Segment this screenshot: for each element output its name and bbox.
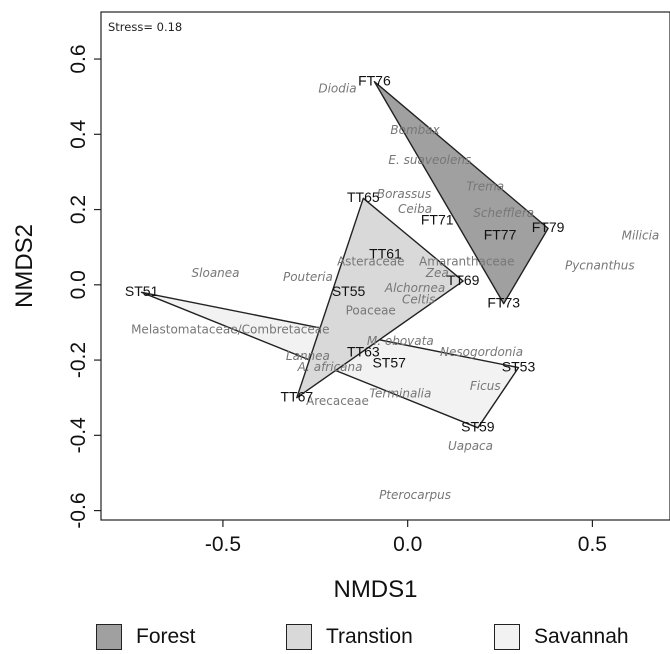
y-tick-label: 0.0: [67, 270, 90, 299]
taxon-label: Asteraceae: [337, 255, 405, 269]
taxon-label: Trema: [466, 179, 504, 193]
taxon-label: Uapaca: [448, 439, 493, 453]
site-label: TT69: [447, 272, 480, 288]
site-label: ST57: [372, 355, 406, 371]
taxon-label: Schefflera: [473, 206, 534, 220]
taxon-label: Diodia: [318, 82, 356, 96]
site-label: TT61: [369, 245, 402, 261]
taxon-label: Ceiba: [398, 202, 432, 216]
site-label: ST55: [332, 283, 366, 299]
site-label: FT76: [358, 72, 391, 88]
x-tick-label: 0.5: [578, 533, 607, 556]
legend-label-forest: Forest: [136, 625, 196, 648]
site-label: TT65: [347, 189, 380, 205]
taxon-label: Arecaceae: [306, 394, 369, 408]
taxon-label: Milicia: [622, 228, 660, 242]
y-tick-label: -0.6: [67, 492, 90, 528]
taxon-label: Pycnanthus: [565, 259, 635, 273]
taxon-label: Lannea: [286, 349, 330, 363]
site-label: ST53: [502, 358, 536, 374]
legend-label-savannah: Savannah: [534, 625, 629, 648]
y-tick-label: 0.2: [67, 195, 90, 224]
site-label: TT63: [347, 343, 380, 359]
taxon-label: Melastomataceae/Combretaceae: [131, 322, 329, 336]
taxon-label: Sloanea: [192, 266, 240, 280]
stress-annotation: Stress= 0.18: [108, 20, 182, 34]
x-tick-label: -0.5: [205, 533, 241, 556]
legend-label-transition: Transtion: [326, 625, 413, 648]
legend-swatch-forest: [96, 624, 122, 650]
site-label: FT79: [532, 219, 565, 235]
taxon-label: E. suaveolens: [388, 153, 471, 167]
hull-forest: [373, 80, 549, 305]
y-tick-label: 0.6: [67, 44, 90, 73]
site-label: ST59: [461, 419, 495, 435]
taxon-label: Pterocarpus: [379, 488, 451, 502]
taxon-label: Ficus: [470, 379, 501, 393]
taxon-label: A. africana: [297, 360, 363, 374]
legend-item-savannah: Savannah: [494, 624, 629, 650]
legend-item-forest: Forest: [96, 624, 196, 650]
taxon-label: Nesogordonia: [440, 345, 523, 359]
x-axis-title: NMDS1: [333, 576, 417, 603]
x-tick-label: 0.0: [393, 533, 422, 556]
y-tick-label: -0.2: [67, 342, 90, 378]
nmds-plot: Stress= 0.18 Diodia Bombax E. suaveolens Tre…: [11, 11, 670, 603]
y-tick-label: -0.4: [67, 417, 90, 454]
site-label: FT77: [484, 227, 517, 243]
legend: Forest Transtion Savannah: [0, 618, 670, 654]
taxon-label: Pouteria: [283, 270, 333, 284]
legend-item-transition: Transtion: [286, 624, 413, 650]
taxon-label: Celtis: [402, 292, 435, 306]
site-label: ST51: [125, 283, 159, 299]
site-label: FT73: [487, 294, 520, 310]
taxon-label: Alchornea: [384, 281, 445, 295]
y-tick-label: 0.4: [67, 119, 90, 149]
hull-transtion: [296, 197, 464, 399]
y-axis-title: NMDS2: [11, 224, 38, 308]
taxon-label: Amaranthaceae: [419, 255, 515, 269]
taxon-label: Zea: [425, 266, 449, 280]
legend-swatch-transition: [286, 624, 312, 650]
legend-swatch-savannah: [494, 624, 520, 650]
taxon-label: Bombax: [390, 123, 440, 137]
taxon-label: Borassus: [377, 187, 431, 201]
taxon-label: M. obovata: [367, 334, 434, 348]
taxon-label: Terminalia: [369, 386, 431, 400]
site-label: FT71: [421, 212, 454, 228]
taxon-label: Poaceae: [346, 304, 396, 318]
site-label: TT67: [280, 388, 313, 404]
